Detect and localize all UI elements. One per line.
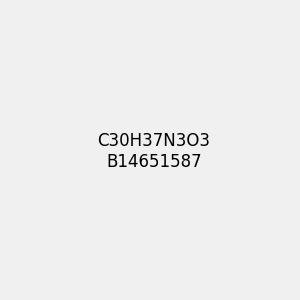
Text: C30H37N3O3
B14651587: C30H37N3O3 B14651587	[97, 132, 210, 171]
